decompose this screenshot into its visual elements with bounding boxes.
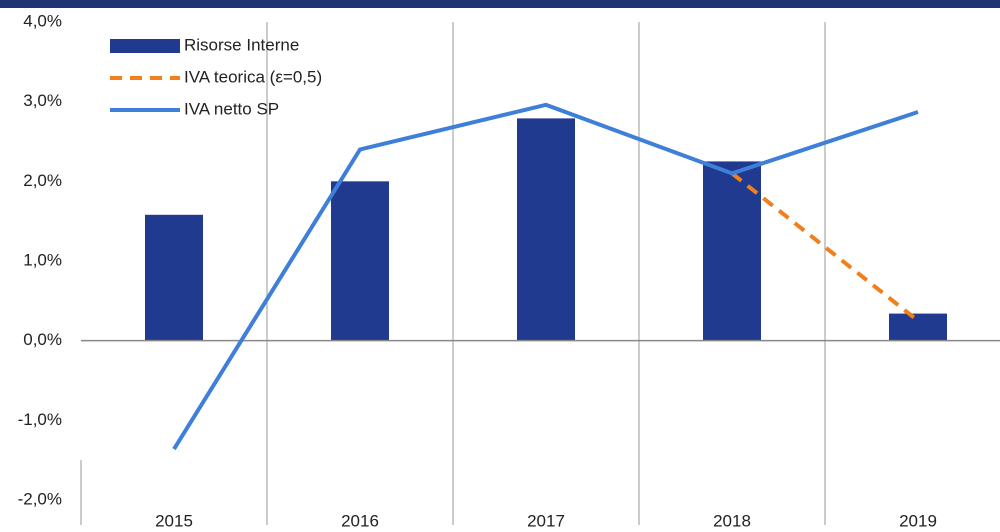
x-tick-label: 2019 — [899, 511, 937, 530]
bar — [517, 118, 575, 341]
x-tick-label: 2016 — [341, 511, 379, 530]
x-tick-label: 2015 — [155, 511, 193, 530]
bar — [703, 161, 761, 341]
x-tick-label: 2017 — [527, 511, 565, 530]
legend-label: IVA netto SP — [184, 99, 279, 118]
bar — [145, 214, 203, 341]
bar — [889, 313, 947, 341]
header-banner — [0, 0, 1000, 8]
legend-label: Risorse Interne — [184, 35, 299, 54]
legend-label: IVA teorica (ε=0,5) — [184, 67, 322, 86]
y-tick-label: 3,0% — [23, 91, 62, 110]
y-tick-label: 1,0% — [23, 250, 62, 269]
legend-swatch — [110, 39, 180, 53]
line-series — [172, 102, 919, 451]
y-tick-label: 4,0% — [23, 11, 62, 30]
y-tick-label: -2,0% — [18, 489, 62, 508]
x-tick-label: 2018 — [713, 511, 751, 530]
y-tick-label: 0,0% — [23, 330, 62, 349]
y-tick-label: -1,0% — [18, 410, 62, 429]
y-tick-label: 2,0% — [23, 171, 62, 190]
bar — [331, 181, 389, 341]
